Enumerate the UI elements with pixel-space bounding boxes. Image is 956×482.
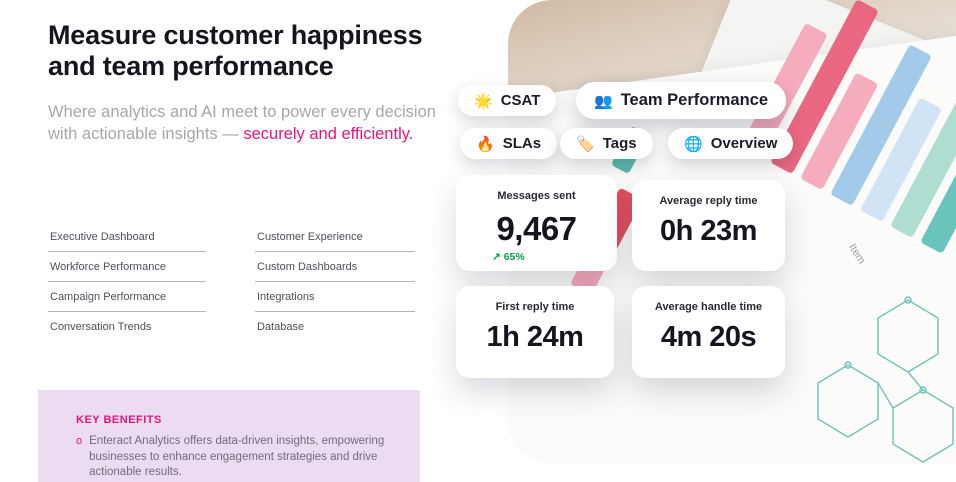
nav-column-left: Executive Dashboard Workforce Performanc… (48, 222, 206, 341)
key-benefits-title: KEY BENEFITS (76, 414, 162, 426)
chip-team-performance[interactable]: 👥 Team Performance (576, 82, 787, 119)
stat-label: First reply time (495, 301, 575, 313)
chip-csat-label: CSAT (500, 92, 541, 109)
chip-csat[interactable]: 🌟 CSAT (458, 85, 557, 116)
stat-delta-badge: ↗ 65% (492, 251, 525, 263)
bullet-icon: o (76, 435, 83, 447)
page-subtitle: Where analytics and AI meet to power eve… (48, 102, 436, 146)
subtitle-plain: Where analytics and AI meet to power eve… (48, 103, 436, 143)
stat-value: 0h 23m (660, 215, 757, 247)
key-benefits-item: o Enteract Analytics offers data-driven … (76, 434, 394, 481)
star-icon: 🌟 (474, 92, 493, 110)
chip-tags-label: Tags (602, 135, 637, 152)
nav-item-workforce-performance[interactable]: Workforce Performance (48, 252, 206, 282)
tag-icon: 🏷️ (576, 135, 595, 153)
chip-slas-label: SLAs (502, 135, 542, 152)
fire-icon: 🔥 (476, 135, 495, 153)
stat-label: Messages sent (497, 190, 576, 202)
chip-overview-label: Overview (710, 135, 778, 152)
nav-item-database[interactable]: Database (257, 321, 305, 333)
globe-icon: 🌐 (684, 135, 703, 153)
photo-network-graphic (817, 296, 954, 463)
nav-item-campaign-performance[interactable]: Campaign Performance (48, 282, 206, 312)
chip-slas[interactable]: 🔥 SLAs (460, 128, 558, 159)
stat-card-first-reply-time: First reply time 1h 24m (456, 286, 614, 378)
nav-item-custom-dashboards[interactable]: Custom Dashboards (255, 252, 415, 282)
chip-tags[interactable]: 🏷️ Tags (560, 128, 653, 159)
stat-value: 1h 24m (486, 321, 584, 353)
page-title: Measure customer happiness and team perf… (48, 20, 423, 82)
key-benefits-text: Enteract Analytics offers data-driven in… (89, 435, 385, 479)
chip-team-performance-label: Team Performance (620, 91, 769, 109)
nav-item-customer-experience[interactable]: Customer Experience (255, 222, 415, 252)
key-benefits-panel: KEY BENEFITS o Enteract Analytics offers… (38, 390, 420, 482)
page-title-line2: and team performance (48, 51, 334, 82)
stat-card-messages-sent: Messages sent 9,467 ↗ 65% (456, 175, 617, 271)
page-title-line1: Measure customer happiness (48, 20, 423, 50)
chip-overview[interactable]: 🌐 Overview (668, 128, 794, 159)
people-icon: 👥 (594, 92, 613, 110)
nav-item-conversation-trends[interactable]: Conversation Trends (50, 321, 152, 333)
subtitle-highlight: securely and efficiently. (243, 124, 414, 143)
stat-card-average-handle-time: Average handle time 4m 20s (632, 286, 785, 378)
nav-item-integrations[interactable]: Integrations (255, 282, 415, 312)
nav-column-right: Customer Experience Custom Dashboards In… (255, 222, 415, 341)
stat-label: Average reply time (659, 195, 758, 207)
stat-card-average-reply-time: Average reply time 0h 23m (632, 180, 785, 271)
nav-item-executive-dashboard[interactable]: Executive Dashboard (48, 222, 206, 252)
stat-label: Average handle time (654, 301, 763, 313)
stat-value: 9,467 (496, 210, 577, 247)
stat-value: 4m 20s (660, 321, 757, 353)
